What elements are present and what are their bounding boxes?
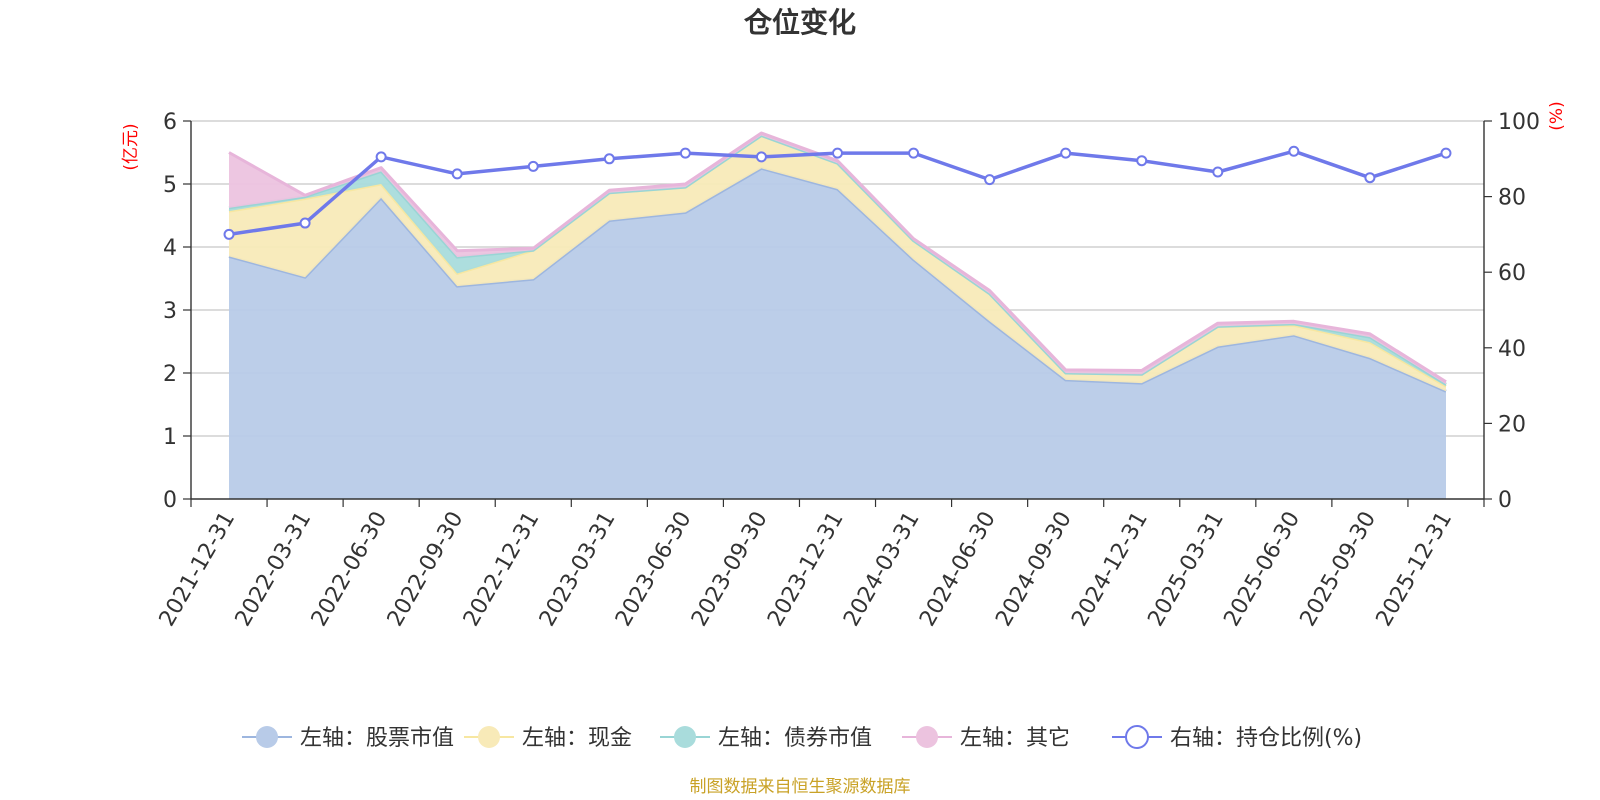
x-tick-label: 2023-09-30 xyxy=(687,508,773,631)
ratio-point xyxy=(603,153,615,165)
area-series-1 xyxy=(229,168,1446,500)
ratio-point xyxy=(1288,145,1300,157)
right-tick-label: 20 xyxy=(1498,412,1526,437)
legend: 左轴：股票市值 左轴：现金 左轴：债券市值 左轴：其它 右轴：持仓比例(%) xyxy=(242,725,1362,751)
legend-item-2: 左轴：现金 xyxy=(464,726,632,751)
ratio-point xyxy=(451,168,463,180)
right-tick-label: 0 xyxy=(1498,488,1512,513)
left-tick-label: 5 xyxy=(163,173,177,198)
ratio-point xyxy=(223,228,235,240)
left-axis-unit: (亿元) xyxy=(121,123,141,170)
right-tick-label: 100 xyxy=(1498,110,1540,135)
right-tick-label: 80 xyxy=(1498,186,1526,211)
ratio-point xyxy=(1364,172,1376,184)
legend-symbol xyxy=(256,726,278,748)
x-tick-label: 2022-12-31 xyxy=(459,508,545,631)
left-tick-label: 6 xyxy=(163,110,177,135)
ratio-point xyxy=(832,147,843,159)
right-tick-label: 40 xyxy=(1498,337,1526,362)
legend-label: 左轴：其它 xyxy=(960,726,1070,751)
x-tick-label: 2022-03-31 xyxy=(231,508,317,631)
x-tick-label: 2025-03-31 xyxy=(1143,508,1229,631)
stacked-areas xyxy=(228,131,1447,500)
legend-symbol xyxy=(1125,725,1149,749)
legend-item-1: 左轴：股票市值 xyxy=(242,726,454,751)
legend-item-3: 左轴：债券市值 xyxy=(660,726,872,751)
x-tick-label: 2024-12-31 xyxy=(1067,508,1153,631)
x-tick-label: 2024-03-31 xyxy=(839,508,925,631)
holding-ratio-line xyxy=(223,145,1452,240)
x-tick-label: 2025-09-30 xyxy=(1296,508,1382,631)
left-tick-label: 4 xyxy=(163,236,177,261)
x-tick-label: 2021-12-31 xyxy=(155,508,241,631)
left-tick-label: 1 xyxy=(163,425,177,450)
legend-label: 右轴：持仓比例(%) xyxy=(1170,726,1362,751)
area-series-2 xyxy=(229,135,1446,392)
legend-label: 左轴：股票市值 xyxy=(300,726,454,751)
x-tick-label: 2022-09-30 xyxy=(383,508,469,631)
ratio-point xyxy=(299,217,311,229)
ratio-point xyxy=(1212,166,1224,178)
left-tick-label: 0 xyxy=(163,488,177,513)
legend-label: 左轴：现金 xyxy=(522,726,632,751)
x-tick-label: 2023-12-31 xyxy=(763,508,849,631)
left-tick-label: 3 xyxy=(163,299,177,324)
x-tick-label: 2022-06-30 xyxy=(307,508,393,631)
ratio-point xyxy=(375,151,387,163)
x-tick-label: 2025-12-31 xyxy=(1372,508,1458,631)
x-tick-label: 2023-06-30 xyxy=(611,508,697,631)
legend-label: 左轴：债券市值 xyxy=(718,726,872,751)
ratio-point xyxy=(1136,155,1148,167)
chart-title: 仓位变化 xyxy=(744,6,856,39)
x-tick-label: 2024-09-30 xyxy=(991,508,1077,631)
ratio-point xyxy=(908,147,920,159)
right-axis-unit: (%) xyxy=(1547,101,1567,130)
area-edge-series-4 xyxy=(228,131,1447,384)
x-tick-label: 2025-06-30 xyxy=(1219,508,1305,631)
legend-item-4: 左轴：其它 xyxy=(902,726,1070,751)
ratio-point xyxy=(527,160,539,172)
area-series-3 xyxy=(229,135,1446,387)
ratio-point xyxy=(679,147,691,159)
legend-symbol xyxy=(674,726,696,748)
ratio-point xyxy=(984,174,996,186)
legend-item-5: 右轴：持仓比例(%) xyxy=(1112,725,1362,751)
x-tick-label: 2023-03-31 xyxy=(535,508,621,631)
right-tick-label: 60 xyxy=(1498,261,1526,286)
legend-symbol xyxy=(478,726,500,748)
ratio-point xyxy=(755,151,767,163)
source-note: 制图数据来自恒生聚源数据库 xyxy=(690,777,911,797)
x-tick-label: 2024-06-30 xyxy=(915,508,1001,631)
ratio-point xyxy=(1440,147,1452,159)
left-tick-label: 2 xyxy=(163,362,177,387)
ratio-point xyxy=(1060,147,1072,159)
legend-symbol xyxy=(916,726,938,748)
